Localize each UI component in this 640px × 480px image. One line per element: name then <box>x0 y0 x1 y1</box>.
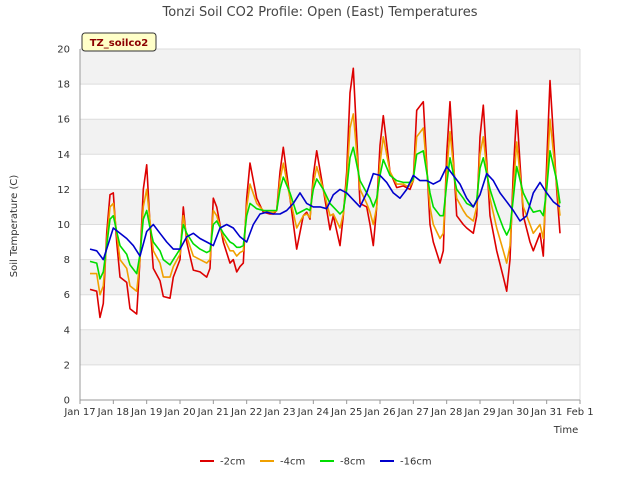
y-tick-label: 8 <box>64 255 70 266</box>
grid-band <box>80 189 580 225</box>
y-axis-label: Soil Temperature (C) <box>9 175 20 278</box>
y-tick-label: 0 <box>64 396 70 407</box>
x-tick-label: Jan 22 <box>230 407 262 418</box>
chart-title: Tonzi Soil CO2 Profile: Open (East) Temp… <box>161 5 477 20</box>
y-axis-ticks: 0 2 4 6 8 10 12 14 16 18 20 <box>57 45 70 407</box>
badge-label: TZ_soilco2 <box>90 38 149 49</box>
x-tick-label: Feb 1 <box>566 407 593 418</box>
x-tick-label: Jan 29 <box>463 407 495 418</box>
plot-background <box>79 48 581 401</box>
x-tick-label: Jan 31 <box>530 407 562 418</box>
x-tick-label: Jan 24 <box>297 407 329 418</box>
y-tick-label: 16 <box>57 115 70 126</box>
series-line-minus-16cm <box>89 165 561 261</box>
y-tick-label: 20 <box>57 45 70 56</box>
x-axis-ticks: Jan 17 Jan 18 Jan 19 Jan 20 Jan 21 Jan 22 Jan … <box>63 400 594 418</box>
y-tick-label: 12 <box>57 185 70 196</box>
grid-band <box>80 329 580 365</box>
y-tick-label: 14 <box>57 150 70 161</box>
x-tick-label: Jan 19 <box>130 407 162 418</box>
x-tick-label: Jan 21 <box>197 407 229 418</box>
y-tick-label: 4 <box>64 325 70 336</box>
y-tick-label: 10 <box>57 220 70 231</box>
legend-label: -8cm <box>340 457 365 468</box>
y-tick-label: 6 <box>64 290 70 301</box>
grid-band <box>80 119 580 155</box>
x-tick-label: Jan 30 <box>497 407 529 418</box>
y-tick-label: 18 <box>57 80 70 91</box>
series-lines <box>89 67 561 319</box>
x-tick-label: Jan 25 <box>330 407 362 418</box>
legend-label: -16cm <box>400 457 432 468</box>
grid-band <box>80 49 580 85</box>
badge: TZ_soilco2 <box>81 32 157 52</box>
x-tick-label: Jan 17 <box>63 407 95 418</box>
x-tick-label: Jan 26 <box>363 407 395 418</box>
x-tick-label: Jan 23 <box>263 407 295 418</box>
legend-label: -2cm <box>220 457 245 468</box>
x-tick-label: Jan 18 <box>97 407 129 418</box>
x-tick-label: Jan 27 <box>397 407 429 418</box>
x-tick-label: Jan 28 <box>430 407 462 418</box>
grid-band <box>80 259 580 295</box>
x-axis-label: Time <box>553 425 578 436</box>
y-tick-label: 2 <box>64 360 70 371</box>
legend-label: -4cm <box>280 457 305 468</box>
x-tick-label: Jan 20 <box>163 407 195 418</box>
badge-box <box>81 32 157 52</box>
series-line-minus-2cm <box>89 67 561 319</box>
legend: -2cm -4cm -8cm -16cm <box>200 457 432 468</box>
series-line-minus-4cm <box>90 113 561 296</box>
series-line-minus-8cm <box>89 146 561 280</box>
